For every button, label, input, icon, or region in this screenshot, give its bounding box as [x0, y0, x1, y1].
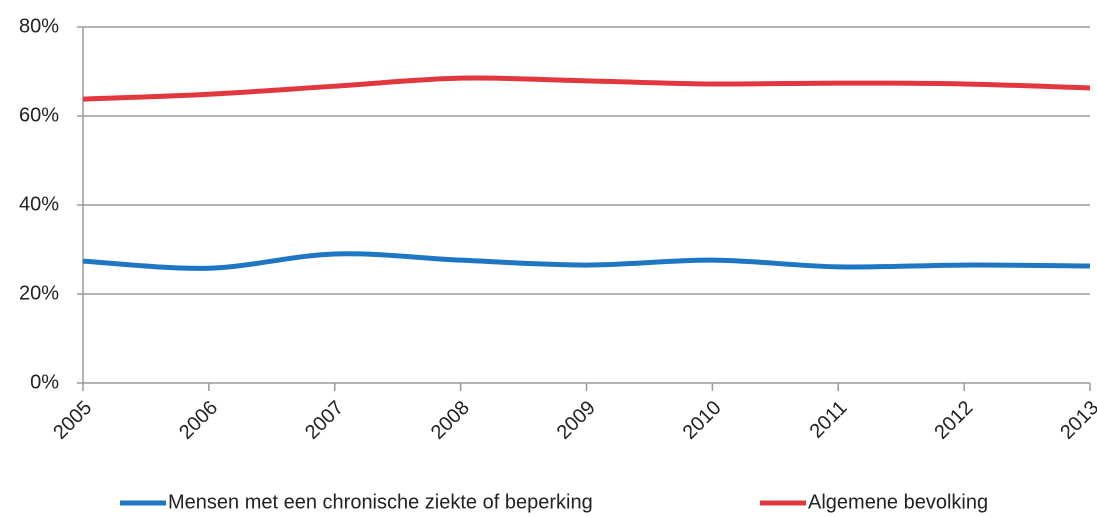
- legend-label: Algemene bevolking: [808, 491, 988, 513]
- series-line: [82, 251, 1091, 271]
- x-tick-label: 2013: [1056, 397, 1097, 444]
- series-line: [82, 75, 1091, 102]
- y-tick-label: 60%: [19, 104, 59, 126]
- x-tick-label: 2007: [301, 397, 348, 444]
- x-tick-label: 2010: [679, 397, 726, 444]
- y-tick-label: 0%: [30, 371, 59, 393]
- x-tick-label: 2005: [49, 397, 96, 444]
- legend-label: Mensen met een chronische ziekte of bepe…: [168, 491, 593, 513]
- y-tick-label: 20%: [19, 282, 59, 304]
- x-tick-label: 2008: [427, 397, 474, 444]
- x-tick-label: 2011: [806, 397, 852, 443]
- y-tick-label: 40%: [19, 193, 59, 215]
- x-tick-label: 2012: [930, 397, 977, 444]
- x-tick-label: 2009: [553, 397, 600, 444]
- x-tick-label: 2006: [175, 397, 222, 444]
- y-tick-label: 80%: [19, 15, 59, 37]
